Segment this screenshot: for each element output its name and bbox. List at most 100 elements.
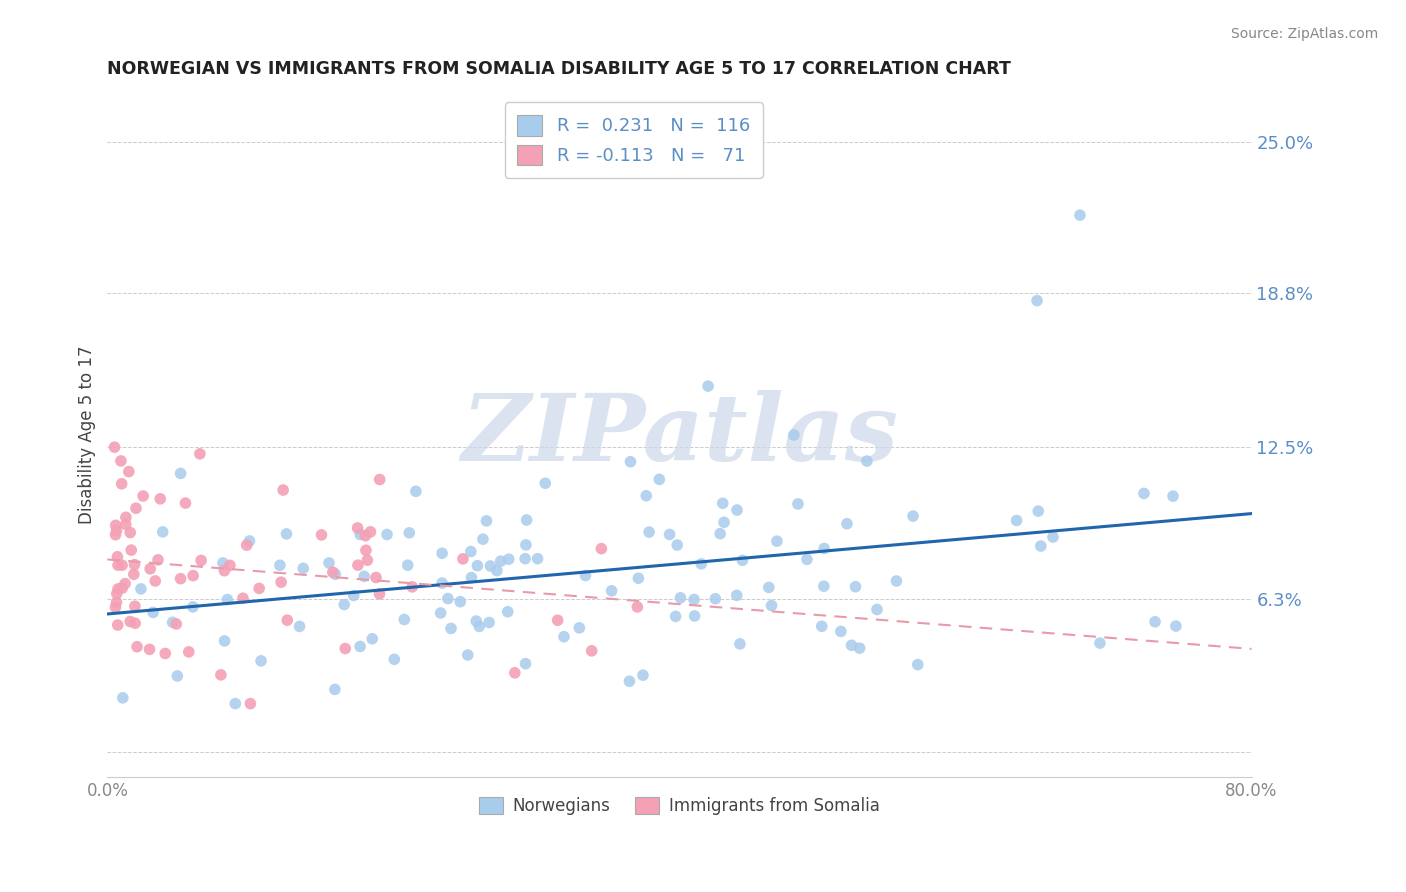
Point — [114, 576, 136, 591]
Point — [841, 638, 863, 652]
Point — [361, 632, 384, 646]
Point — [118, 465, 141, 479]
Point — [513, 551, 536, 566]
Point — [190, 553, 212, 567]
Point — [368, 587, 391, 601]
Point — [526, 551, 548, 566]
Point — [1133, 486, 1156, 500]
Point — [353, 569, 375, 583]
Point — [115, 510, 138, 524]
Point — [669, 591, 692, 605]
Point — [122, 567, 145, 582]
Point — [356, 553, 378, 567]
Point — [166, 669, 188, 683]
Point — [120, 525, 142, 540]
Point — [219, 558, 242, 573]
Point — [761, 599, 783, 613]
Point — [600, 583, 623, 598]
Point — [107, 582, 129, 596]
Point — [907, 657, 929, 672]
Point — [146, 553, 169, 567]
Y-axis label: Disability Age 5 to 17: Disability Age 5 to 17 — [79, 346, 96, 524]
Point — [354, 543, 377, 558]
Point — [844, 580, 866, 594]
Point — [120, 543, 142, 558]
Point — [534, 476, 557, 491]
Point — [709, 526, 731, 541]
Point — [155, 647, 177, 661]
Point — [349, 527, 371, 541]
Point — [149, 491, 172, 506]
Point — [104, 518, 127, 533]
Point — [311, 528, 333, 542]
Point — [683, 609, 706, 624]
Point — [107, 549, 129, 564]
Point — [111, 690, 134, 705]
Point — [124, 558, 146, 572]
Text: ZIPatlas: ZIPatlas — [461, 390, 898, 480]
Point — [398, 525, 420, 540]
Point — [856, 454, 879, 468]
Point — [239, 697, 262, 711]
Point — [471, 532, 494, 546]
Point — [270, 575, 292, 590]
Point — [626, 599, 648, 614]
Point — [401, 580, 423, 594]
Point — [177, 645, 200, 659]
Point — [591, 541, 613, 556]
Point — [288, 619, 311, 633]
Point — [683, 592, 706, 607]
Point — [449, 595, 471, 609]
Point — [475, 514, 498, 528]
Point — [866, 602, 889, 616]
Point — [787, 497, 810, 511]
Point — [323, 567, 346, 582]
Point — [451, 552, 474, 566]
Point — [553, 630, 575, 644]
Point — [125, 501, 148, 516]
Point — [783, 428, 806, 442]
Point — [731, 553, 754, 567]
Point — [468, 619, 491, 633]
Point — [1164, 619, 1187, 633]
Point — [129, 582, 152, 596]
Point — [103, 440, 125, 454]
Point — [349, 640, 371, 654]
Point — [648, 472, 671, 486]
Point — [1042, 530, 1064, 544]
Point — [1069, 208, 1091, 222]
Point — [516, 513, 538, 527]
Point — [478, 615, 501, 630]
Point — [138, 642, 160, 657]
Point — [636, 489, 658, 503]
Point — [322, 565, 344, 579]
Point — [271, 483, 294, 497]
Point — [368, 473, 391, 487]
Point — [848, 641, 870, 656]
Point — [697, 379, 720, 393]
Point — [132, 489, 155, 503]
Point — [107, 618, 129, 632]
Point — [766, 534, 789, 549]
Point — [498, 552, 520, 566]
Point — [169, 572, 191, 586]
Point — [430, 576, 453, 591]
Point — [886, 574, 908, 588]
Point — [489, 554, 512, 568]
Point — [165, 617, 187, 632]
Point — [835, 516, 858, 531]
Point — [728, 637, 751, 651]
Point — [104, 600, 127, 615]
Point — [658, 527, 681, 541]
Point — [619, 455, 641, 469]
Point — [111, 558, 134, 573]
Point — [1144, 615, 1167, 629]
Point — [665, 609, 688, 624]
Point — [796, 552, 818, 566]
Point — [394, 612, 416, 626]
Text: Source: ZipAtlas.com: Source: ZipAtlas.com — [1230, 27, 1378, 41]
Point — [619, 674, 641, 689]
Point — [143, 574, 166, 588]
Point — [638, 525, 661, 540]
Point — [375, 527, 398, 541]
